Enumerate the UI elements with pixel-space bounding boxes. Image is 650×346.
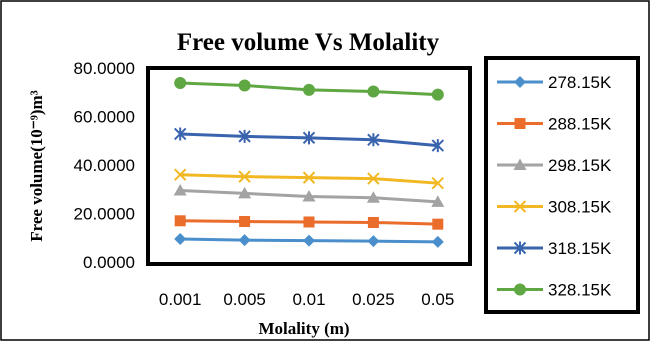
data-point xyxy=(303,216,315,228)
x-tick-label: 0.001 xyxy=(159,290,202,309)
legend-label: 308.15K xyxy=(548,198,612,217)
legend-item: 298.15K xyxy=(497,156,612,175)
legend-marker xyxy=(513,241,527,255)
legend-item: 318.15K xyxy=(497,239,612,258)
x-tick-label: 0.005 xyxy=(223,290,266,309)
data-point xyxy=(431,88,444,101)
data-point xyxy=(302,131,316,145)
data-point xyxy=(431,139,445,153)
y-tick-label: 20.0000 xyxy=(74,205,135,224)
x-axis-label: Molality (m) xyxy=(258,319,349,338)
data-point xyxy=(303,234,315,247)
data-point xyxy=(174,77,187,90)
data-point xyxy=(367,133,380,147)
data-point xyxy=(173,127,187,141)
series-layer xyxy=(173,77,445,248)
legend-label: 288.15K xyxy=(548,115,612,134)
legend-item: 328.15K xyxy=(497,281,612,300)
data-point xyxy=(302,171,316,184)
y-tick-label: 80.0000 xyxy=(74,59,135,78)
data-point xyxy=(431,176,445,190)
series-298.15K xyxy=(173,183,445,207)
y-axis-label: Free volume(10⁻⁹)m³ xyxy=(27,90,46,242)
data-point xyxy=(238,79,251,92)
legend-item: 278.15K xyxy=(497,73,612,92)
legend-label: 328.15K xyxy=(548,281,612,300)
data-point xyxy=(432,218,444,230)
y-tick-label: 60.0000 xyxy=(74,108,135,127)
legend-marker xyxy=(514,118,526,129)
legend-items: 278.15K 288.15K 298.15K 308.15K 318.15K 328.1… xyxy=(497,73,612,300)
series-278.15K xyxy=(174,232,444,248)
legend-item: 288.15K xyxy=(497,115,612,134)
series-288.15K xyxy=(174,215,444,230)
x-tick-label: 0.01 xyxy=(292,290,325,309)
data-point xyxy=(302,190,316,202)
data-point xyxy=(238,186,252,199)
series-328.15K xyxy=(174,77,444,101)
y-tick-label: 0.0000 xyxy=(83,253,135,272)
x-axis-ticks: 0.001 0.005 0.01 0.025 0.05 xyxy=(159,290,454,309)
legend-box xyxy=(484,56,640,314)
data-point xyxy=(367,216,379,228)
data-point xyxy=(366,191,380,203)
series-308.15K xyxy=(173,168,445,190)
data-point xyxy=(238,170,251,183)
x-tick-label: 0.025 xyxy=(352,290,395,309)
x-tick-label: 0.05 xyxy=(421,290,454,309)
series-318.15K xyxy=(173,127,445,153)
legend-item: 308.15K xyxy=(497,198,612,217)
data-point xyxy=(239,216,251,228)
legend-marker xyxy=(513,158,527,170)
data-point xyxy=(174,232,187,245)
data-point xyxy=(367,235,380,248)
y-tick-label: 40.0000 xyxy=(74,156,135,175)
legend-label: 298.15K xyxy=(548,156,612,175)
plot-area-border xyxy=(146,66,472,266)
legend-label: 318.15K xyxy=(548,239,612,258)
y-axis-ticks: 0.0000 20.0000 40.0000 60.0000 80.0000 xyxy=(74,59,135,272)
data-point xyxy=(173,168,187,181)
legend-marker xyxy=(513,200,527,213)
data-point xyxy=(238,129,251,143)
legend-label: 278.15K xyxy=(548,73,612,92)
chart-title: Free volume Vs Molality xyxy=(177,29,440,56)
legend-marker xyxy=(514,76,526,88)
data-point xyxy=(173,183,187,196)
legend-marker xyxy=(514,283,526,296)
data-point xyxy=(367,172,380,185)
data-point xyxy=(367,85,380,98)
data-point xyxy=(303,83,315,96)
data-point xyxy=(174,215,186,227)
data-point xyxy=(238,234,251,247)
data-point xyxy=(431,235,444,248)
data-point xyxy=(431,195,445,207)
